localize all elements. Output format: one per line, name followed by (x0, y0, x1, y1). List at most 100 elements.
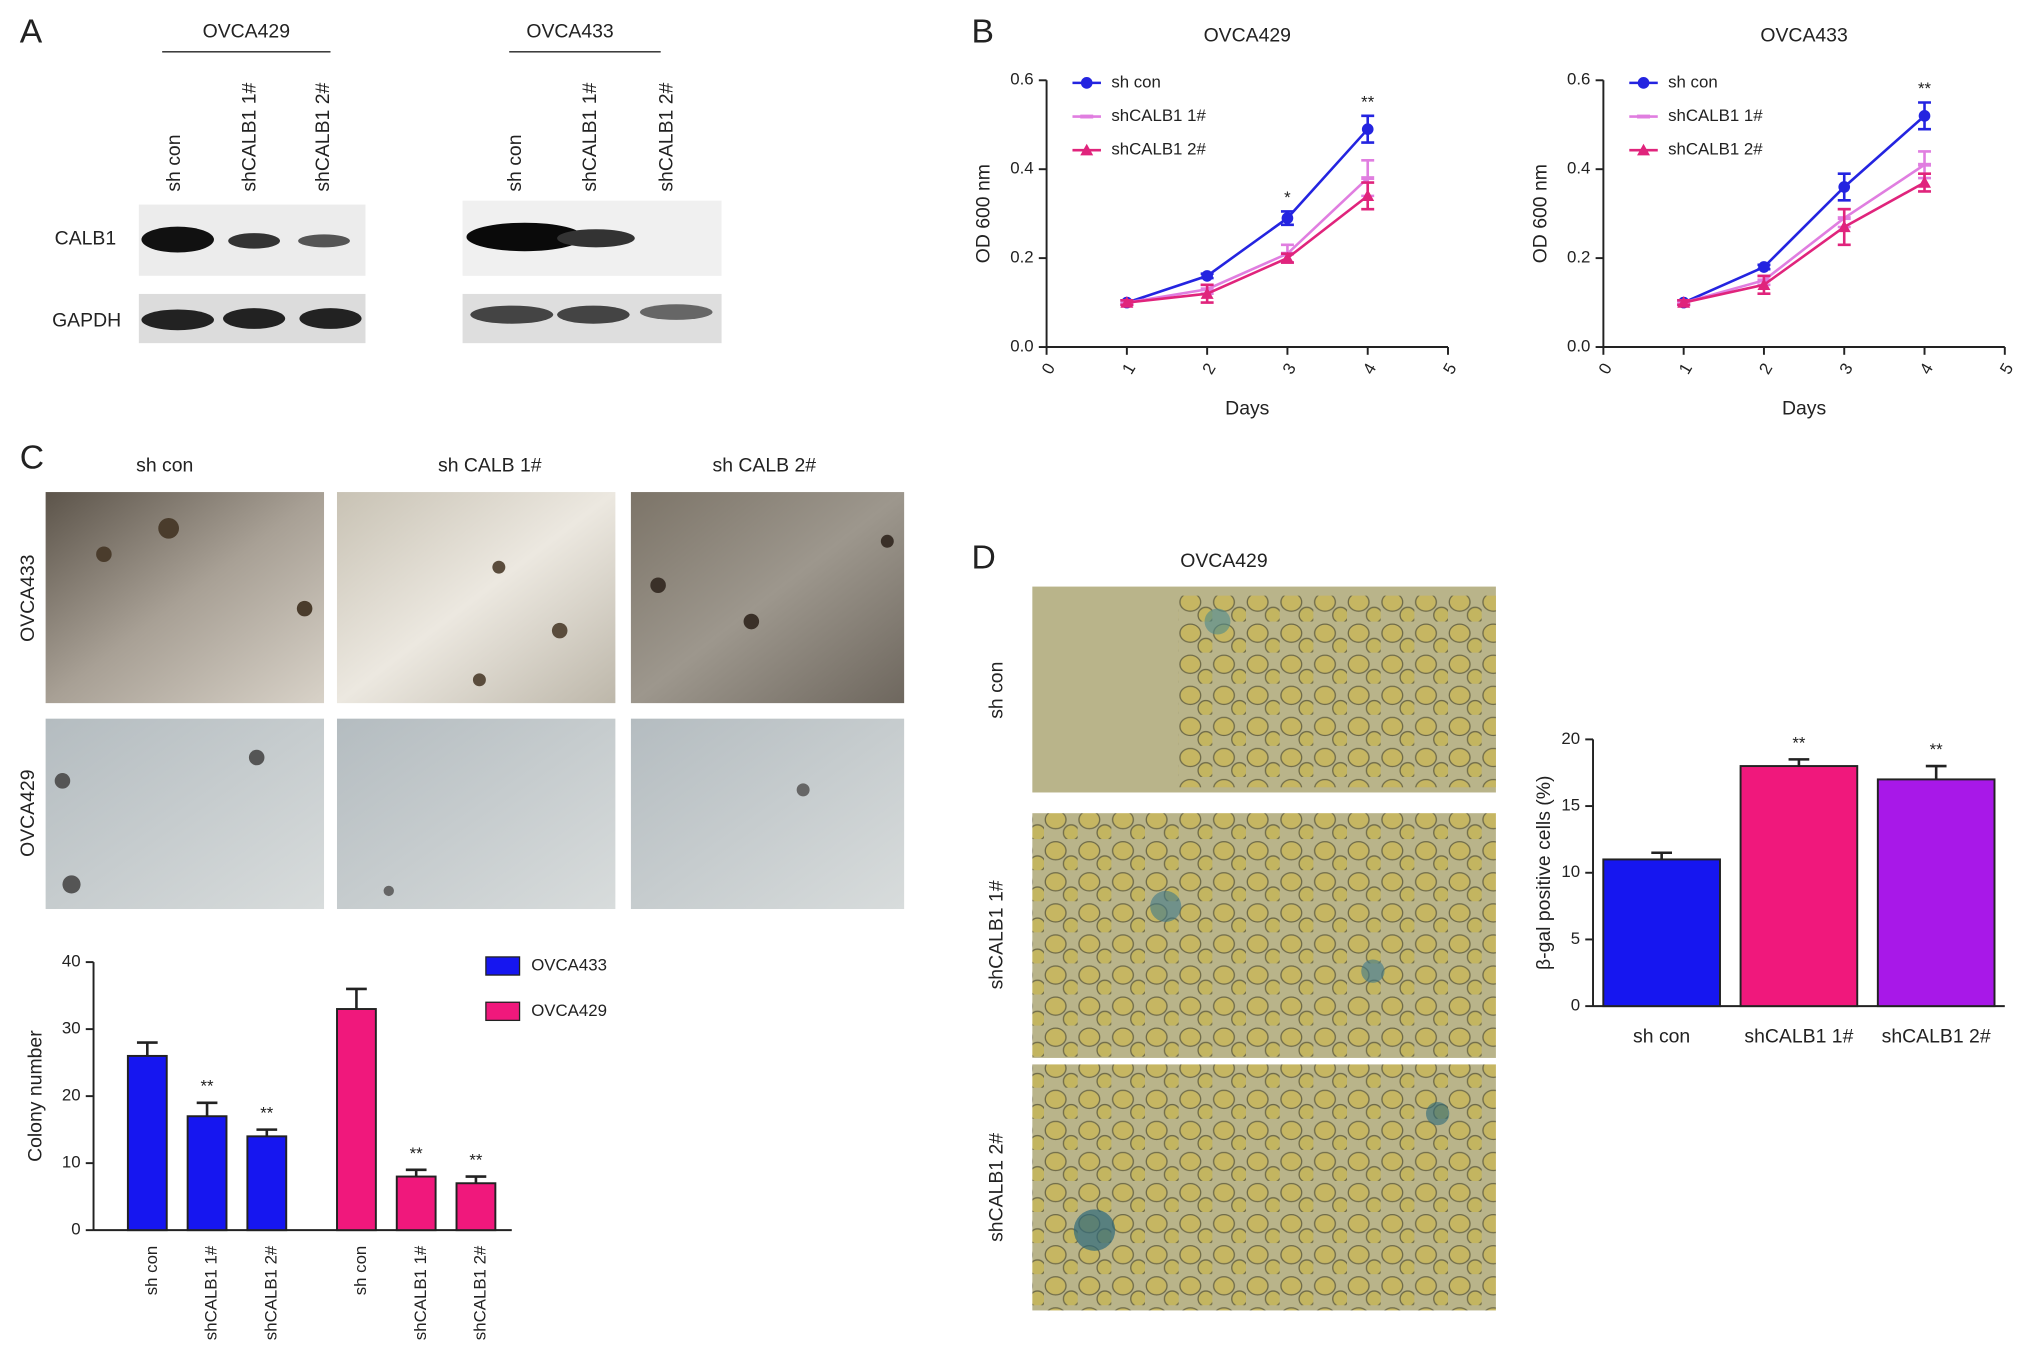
series-line (1126, 177, 1369, 304)
y-tick-label: 0.6 (1567, 70, 1590, 89)
marker (1201, 270, 1213, 282)
significance: ** (260, 1104, 274, 1123)
y-tick-label: 0.4 (1567, 159, 1590, 178)
x-tick-label: sh con (351, 1246, 370, 1296)
y-tick-label: 20 (1561, 729, 1580, 748)
row-label: GAPDH (52, 309, 121, 331)
panel-label: A (20, 14, 43, 51)
bar (336, 1008, 377, 1232)
legend-label: shCALB1 2# (1111, 140, 1206, 159)
y-axis-label: OD 600 nm (1529, 164, 1551, 263)
lane-label: shCALB1 2# (312, 82, 334, 191)
x-tick-label: shCALB1 2# (261, 1245, 280, 1340)
x-tick-label: 1 (1675, 360, 1696, 378)
x-tick-label: 5 (1439, 360, 1460, 378)
marker (1918, 176, 1931, 188)
legend-label: shCALB1 2# (1668, 140, 1763, 159)
y-tick-label: 30 (62, 1019, 81, 1038)
marker (1637, 143, 1650, 156)
significance: ** (1930, 740, 1944, 759)
series-line (1126, 194, 1369, 304)
panel-label: D (971, 539, 995, 576)
legend-label: OVCA433 (531, 955, 607, 974)
x-tick-label: sh con (142, 1246, 161, 1296)
error-bar (1925, 764, 1947, 780)
y-tick-label: 10 (62, 1153, 81, 1172)
y-tick-label: 40 (62, 952, 81, 971)
marker (1080, 143, 1094, 156)
x-tick-label: 4 (1359, 360, 1380, 378)
series-line (1683, 114, 1926, 304)
row-label: sh con (985, 662, 1007, 719)
significance: ** (1918, 79, 1932, 98)
significance: ** (201, 1077, 215, 1096)
x-tick-label: 3 (1279, 360, 1300, 378)
y-tick-label: 20 (62, 1086, 81, 1105)
legend-label: OVCA429 (531, 1001, 607, 1020)
y-tick-label: 5 (1571, 929, 1580, 948)
bar (126, 1054, 168, 1232)
x-tick-label: shCALB1 1# (202, 1245, 221, 1340)
x-tick-label: shCALB1 2# (471, 1245, 490, 1340)
lane-label: shCALB1 1# (238, 82, 260, 191)
y-tick-label: 15 (1561, 796, 1580, 815)
significance: ** (469, 1150, 483, 1169)
error-bar (1788, 758, 1810, 767)
row-label: shCALB1 1# (985, 880, 1007, 989)
x-axis-label: Days (1782, 397, 1826, 419)
legend-label: sh con (1668, 72, 1718, 91)
marker (1837, 220, 1851, 233)
group-label: OVCA429 (203, 20, 290, 42)
x-tick-label: 3 (1836, 360, 1857, 378)
marker (1838, 181, 1851, 193)
colony-images (45, 492, 905, 910)
error-bar (196, 1101, 218, 1117)
y-tick-label: 0 (1571, 996, 1580, 1015)
western-blot (138, 51, 722, 344)
error-bar (136, 1041, 158, 1056)
bar (186, 1115, 228, 1232)
bar (1602, 858, 1721, 1008)
chart-title: OVCA433 (1760, 24, 1847, 46)
error-bar (346, 987, 367, 1010)
series-line (1126, 128, 1369, 304)
marker (1918, 110, 1931, 122)
series-line (1683, 181, 1926, 304)
y-axis-label: OD 600 nm (973, 164, 995, 263)
y-tick-label: 0.2 (1010, 248, 1033, 267)
significance: ** (1361, 92, 1375, 111)
error-bar (405, 1168, 427, 1177)
y-axis-label: Colony number (25, 1030, 47, 1162)
x-tick-label: 4 (1916, 360, 1937, 378)
column-label: sh con (136, 454, 193, 476)
bgal-images (1032, 586, 1496, 1311)
x-axis-label: Days (1225, 397, 1269, 419)
legend-label: shCALB1 1# (1111, 106, 1206, 125)
marker (1080, 77, 1093, 89)
legend-label: sh con (1111, 72, 1161, 91)
bar (1739, 765, 1859, 1008)
image-title: OVCA429 (1180, 550, 1267, 572)
y-tick-label: 0.0 (1010, 336, 1033, 355)
y-axis-label: β-gal positive cells (%) (1533, 776, 1555, 970)
row-label: OVCA433 (17, 555, 39, 642)
y-tick-label: 0.4 (1010, 159, 1033, 178)
panel-label: B (971, 14, 993, 51)
marker (1758, 261, 1770, 273)
y-tick-label: 0.2 (1567, 248, 1590, 267)
x-tick-label: 1 (1118, 360, 1139, 378)
x-tick-label: 5 (1996, 360, 2017, 378)
x-tick-label: shCALB1 1# (1744, 1025, 1853, 1047)
marker (1637, 77, 1650, 89)
x-tick-label: 0 (1595, 360, 1616, 378)
significance: ** (410, 1144, 424, 1163)
chart-title: OVCA429 (1204, 24, 1291, 46)
legend-swatch (485, 1001, 521, 1022)
marker (1280, 251, 1294, 264)
error-bar (465, 1175, 487, 1184)
marker (1281, 212, 1294, 224)
y-tick-label: 0.6 (1010, 70, 1033, 89)
marker (1757, 278, 1771, 290)
marker (1120, 296, 1134, 308)
y-tick-label: 10 (1561, 862, 1580, 881)
